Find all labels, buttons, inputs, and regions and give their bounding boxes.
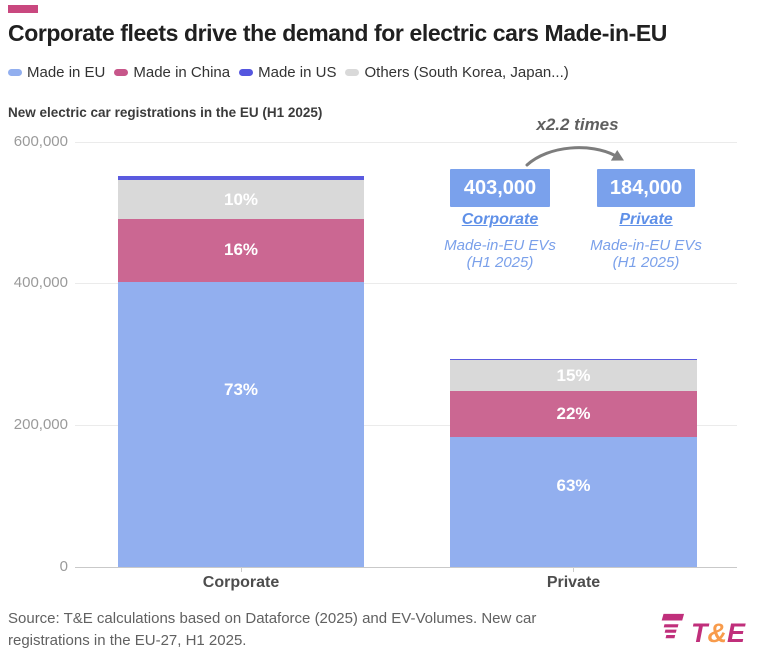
legend-item-made-in-eu: Made in EU (8, 64, 105, 81)
legend-item-made-in-us: Made in US (239, 64, 336, 81)
private-link[interactable]: Private (619, 211, 673, 228)
bar-segment-made-in-eu: 73% (118, 281, 364, 567)
legend-item-made-in-china: Made in China (114, 64, 230, 81)
caption-line: (H1 2025) (612, 254, 680, 271)
bar-corporate: 73% 16% 10% (118, 175, 364, 567)
source-note: Source: T&E calculations based on Datafo… (8, 610, 537, 649)
legend-label: Made in EU (27, 64, 106, 81)
logo-ampersand: & (707, 618, 727, 648)
bar-segment-made-in-china: 22% (450, 391, 697, 437)
value-box-private: 184,000 (597, 169, 695, 207)
logo-letter-e: E (726, 618, 745, 648)
private-caption: Made-in-EU EVs (H1 2025) (576, 237, 716, 271)
bar-segment-made-in-us (118, 175, 364, 181)
bar-segment-pct-label: 15% (556, 365, 591, 385)
legend-label: Others (South Korea, Japan...) (364, 64, 569, 81)
multiplier-annotation: x2.2 times (536, 115, 619, 134)
caption-line: Made-in-EU EVs (590, 237, 702, 254)
legend-item-others: Others (South Korea, Japan...) (345, 64, 569, 81)
logo-text: T&E (690, 618, 745, 648)
category-tick (573, 567, 574, 572)
made-in-china-swatch-icon (114, 69, 129, 76)
bar-segment-pct-label: 63% (556, 476, 591, 496)
corporate-made-in-eu-value: 403,000 (463, 176, 537, 199)
private-made-in-eu-value: 184,000 (609, 176, 683, 199)
accent-bar (8, 5, 38, 13)
caption-line: Made-in-EU EVs (444, 237, 556, 254)
te-logo: T&E (656, 613, 745, 648)
y-axis-tick-label: 0 (59, 558, 68, 575)
y-axis-tick-label: 400,000 (13, 274, 68, 291)
corporate-caption: Made-in-EU EVs (H1 2025) (430, 237, 570, 271)
x-axis-label-private: Private (546, 574, 601, 591)
bar-segment-made-in-china: 16% (118, 219, 364, 282)
bar-private: 63% 22% 15% (450, 359, 697, 567)
made-in-eu-swatch-icon (8, 69, 22, 76)
gridline-600k (75, 142, 737, 143)
value-box-corporate: 403,000 (450, 169, 550, 207)
logo-letter-t: T (690, 618, 708, 648)
x-axis-baseline (75, 567, 737, 568)
bar-segment-others-south-korea-japan: 10% (118, 180, 364, 220)
corporate-link[interactable]: Corporate (461, 211, 539, 228)
bar-segment-pct-label: 16% (223, 240, 259, 260)
legend-label: Made in China (133, 64, 231, 81)
bar-segment-pct-label: 10% (223, 189, 259, 209)
made-in-us-swatch-icon (239, 69, 254, 76)
bar-segment-made-in-us (450, 359, 697, 361)
chart-subtitle: New electric car registrations in the EU… (8, 105, 323, 120)
bar-segment-others-south-korea-japan: 15% (450, 360, 697, 392)
gridline-200k (75, 425, 737, 426)
x-axis-label-corporate: Corporate (202, 574, 280, 591)
curved-arrow-icon (521, 141, 633, 174)
bar-segment-pct-label: 22% (556, 404, 591, 424)
chart-legend: Made in EU Made in China Made in US Othe… (8, 64, 569, 81)
others-swatch-icon (345, 69, 360, 76)
y-axis-tick-label: 200,000 (13, 416, 68, 433)
page-title: Corporate fleets drive the demand for el… (8, 20, 668, 46)
category-tick (241, 567, 242, 572)
bar-segment-pct-label: 73% (223, 379, 259, 399)
caption-line: (H1 2025) (466, 254, 534, 271)
logo-stripes-icon (656, 613, 686, 646)
legend-label: Made in US (258, 64, 337, 81)
y-axis-tick-label: 600,000 (13, 133, 68, 150)
gridline-400k (75, 283, 737, 284)
bar-segment-made-in-eu: 63% (450, 436, 697, 567)
